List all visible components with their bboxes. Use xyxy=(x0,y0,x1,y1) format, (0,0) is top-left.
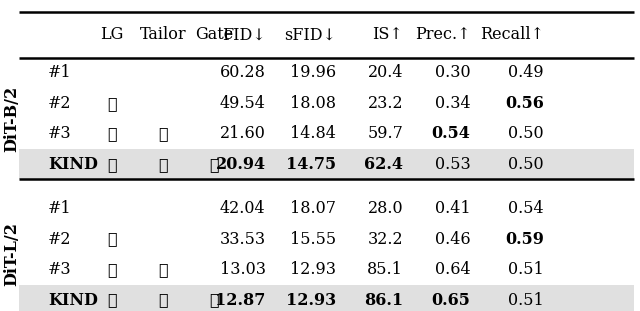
Text: 62.4: 62.4 xyxy=(364,156,403,173)
Text: 21.60: 21.60 xyxy=(220,125,266,142)
Text: ✓: ✓ xyxy=(107,230,117,248)
Text: ✓: ✓ xyxy=(107,156,117,173)
Text: Recall↑: Recall↑ xyxy=(480,26,544,44)
Text: ✓: ✓ xyxy=(158,291,168,309)
Text: ✓: ✓ xyxy=(107,125,117,142)
Text: 0.51: 0.51 xyxy=(508,291,544,309)
Text: 0.53: 0.53 xyxy=(435,156,470,173)
Text: Tailor: Tailor xyxy=(140,26,186,44)
Text: ✓: ✓ xyxy=(107,291,117,309)
Text: 0.51: 0.51 xyxy=(508,261,544,278)
Text: IS↑: IS↑ xyxy=(372,26,403,44)
Text: 18.07: 18.07 xyxy=(290,200,336,217)
Text: ✓: ✓ xyxy=(158,125,168,142)
Text: 0.59: 0.59 xyxy=(505,230,544,248)
Text: FID↓: FID↓ xyxy=(222,26,266,44)
Bar xyxy=(19,149,634,179)
Text: LG: LG xyxy=(100,26,124,44)
Bar xyxy=(19,285,634,311)
Text: #3: #3 xyxy=(48,261,72,278)
Text: ✓: ✓ xyxy=(158,156,168,173)
Text: 18.08: 18.08 xyxy=(290,95,336,112)
Text: 23.2: 23.2 xyxy=(367,95,403,112)
Text: DiT-L/2: DiT-L/2 xyxy=(3,222,20,286)
Text: 19.96: 19.96 xyxy=(290,64,336,81)
Text: 86.1: 86.1 xyxy=(364,291,403,309)
Text: 0.34: 0.34 xyxy=(435,95,470,112)
Text: ✓: ✓ xyxy=(107,95,117,112)
Text: #1: #1 xyxy=(48,200,72,217)
Text: KIND: KIND xyxy=(48,156,98,173)
Text: 0.54: 0.54 xyxy=(508,200,544,217)
Text: ✓: ✓ xyxy=(209,156,220,173)
Text: 15.55: 15.55 xyxy=(290,230,336,248)
Text: 0.41: 0.41 xyxy=(435,200,470,217)
Text: 0.50: 0.50 xyxy=(508,125,544,142)
Text: #3: #3 xyxy=(48,125,72,142)
Text: 42.04: 42.04 xyxy=(220,200,266,217)
Text: 0.54: 0.54 xyxy=(431,125,470,142)
Text: 0.50: 0.50 xyxy=(508,156,544,173)
Text: DiT-B/2: DiT-B/2 xyxy=(3,85,20,151)
Text: #2: #2 xyxy=(48,230,72,248)
Text: #2: #2 xyxy=(48,95,72,112)
Text: 14.84: 14.84 xyxy=(290,125,336,142)
Text: 28.0: 28.0 xyxy=(367,200,403,217)
Text: 33.53: 33.53 xyxy=(220,230,266,248)
Text: 0.46: 0.46 xyxy=(435,230,470,248)
Text: 20.4: 20.4 xyxy=(368,64,403,81)
Text: ✓: ✓ xyxy=(107,261,117,278)
Text: 14.75: 14.75 xyxy=(286,156,336,173)
Text: sFID↓: sFID↓ xyxy=(284,26,336,44)
Text: 0.56: 0.56 xyxy=(505,95,544,112)
Text: 85.1: 85.1 xyxy=(367,261,403,278)
Text: Gate: Gate xyxy=(195,26,234,44)
Text: 49.54: 49.54 xyxy=(220,95,266,112)
Text: 32.2: 32.2 xyxy=(367,230,403,248)
Text: ✓: ✓ xyxy=(209,291,220,309)
Text: 20.94: 20.94 xyxy=(216,156,266,173)
Text: 12.93: 12.93 xyxy=(286,291,336,309)
Text: 0.30: 0.30 xyxy=(435,64,470,81)
Text: 60.28: 60.28 xyxy=(220,64,266,81)
Text: Prec.↑: Prec.↑ xyxy=(415,26,470,44)
Text: 0.64: 0.64 xyxy=(435,261,470,278)
Text: 0.49: 0.49 xyxy=(508,64,544,81)
Text: #1: #1 xyxy=(48,64,72,81)
Text: KIND: KIND xyxy=(48,291,98,309)
Text: 13.03: 13.03 xyxy=(220,261,266,278)
Text: 12.93: 12.93 xyxy=(290,261,336,278)
Text: 59.7: 59.7 xyxy=(367,125,403,142)
Text: ✓: ✓ xyxy=(158,261,168,278)
Text: 0.65: 0.65 xyxy=(431,291,470,309)
Text: 12.87: 12.87 xyxy=(215,291,266,309)
